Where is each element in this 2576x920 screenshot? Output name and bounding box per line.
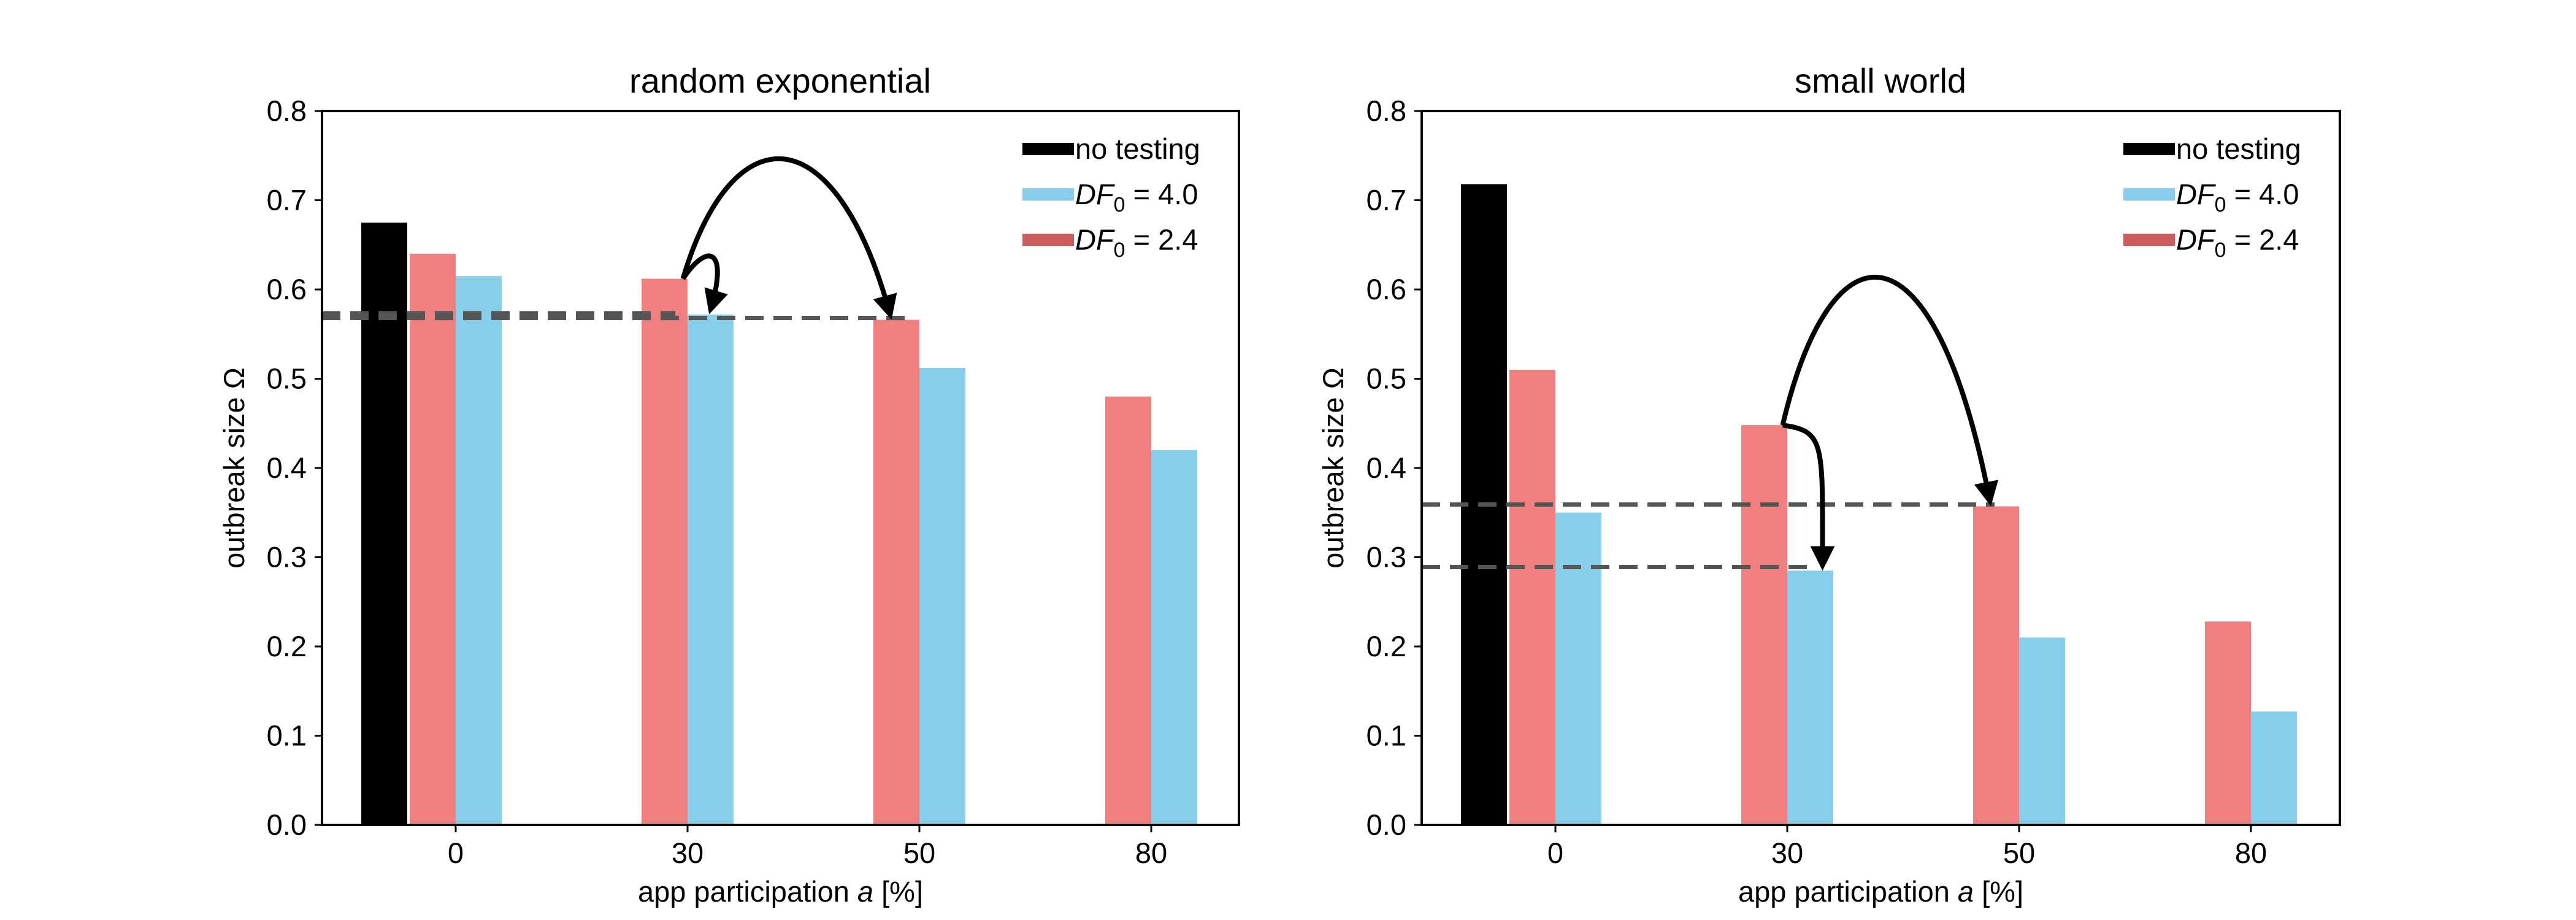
bar-df0-2-4-30 (1741, 425, 1787, 825)
legend-label-df0-2-4: DF0 = 2.4 (1075, 223, 1198, 262)
bar-df0-2-4-0 (410, 253, 456, 825)
chart-title: random exponential (629, 61, 931, 100)
arrow-2 (680, 156, 897, 320)
y-tick-label: 0.5 (267, 362, 307, 395)
y-tick-label: 0.8 (1367, 94, 1406, 127)
y-tick-label: 0.8 (267, 94, 307, 127)
legend-label-df0-2-4: DF0 = 2.4 (2176, 223, 2299, 262)
y-tick-label: 0.7 (1367, 184, 1406, 217)
y-tick-label: 0.4 (267, 451, 307, 484)
y-tick-label: 0.0 (267, 808, 307, 841)
arrow-2 (1780, 274, 1999, 507)
y-tick-label: 0.2 (1367, 630, 1406, 662)
bar-df0-4-0-0 (1555, 512, 1601, 825)
bar-df0-4-0-30 (688, 314, 734, 825)
y-tick-label: 0.6 (1367, 273, 1406, 305)
chart-panel-1: 0.0 0.1 0.2 0.3 0.4 0.5 0.6 0.7 0.8 0 30 50 80 random… (218, 61, 1240, 908)
legend-label-no-testing: no testing (1075, 132, 1200, 165)
y-tick-label: 0.1 (1367, 719, 1406, 752)
x-tick-label: 80 (1135, 837, 1167, 869)
x-axis-label: app participation a [%] (638, 875, 923, 908)
y-tick-label: 0.2 (267, 630, 307, 662)
arrow-1 (1782, 423, 1835, 571)
y-tick-label: 0.4 (1367, 451, 1406, 484)
chart-panel-2: 0.0 0.1 0.2 0.3 0.4 0.5 0.6 0.7 0.8 0 30 50 80 small … (1317, 61, 2341, 908)
arrow-1 (681, 253, 728, 315)
y-axis-label: outbreak size Ω (218, 367, 250, 569)
bar-no-testing-0 (361, 222, 407, 825)
bar-df0-4-0-50 (919, 368, 965, 825)
legend-label-df0-4-0: DF0 = 4.0 (1075, 178, 1198, 217)
chart-title: small world (1795, 61, 1966, 100)
bar-df0-2-4-50 (873, 320, 919, 825)
legend-label-no-testing: no testing (2176, 132, 2301, 165)
y-tick-label: 0.1 (267, 719, 307, 752)
bar-df0-2-4-30 (642, 278, 688, 825)
legend: no testing DF0 = 4.0 DF0 = 2.4 (2123, 132, 2301, 262)
bar-df0-2-4-80 (2205, 621, 2251, 825)
y-tick-label: 0.6 (267, 273, 307, 305)
y-axis-label: outbreak size Ω (1317, 367, 1349, 569)
x-tick-label: 30 (672, 837, 703, 869)
x-tick-label: 80 (2235, 837, 2267, 869)
y-tick-label: 0.0 (1367, 808, 1406, 841)
legend-label-df0-4-0: DF0 = 4.0 (2176, 178, 2299, 217)
x-axis-label: app participation a [%] (1738, 875, 2023, 908)
bar-df0-2-4-80 (1105, 396, 1151, 825)
y-tick-label: 0.7 (267, 184, 307, 217)
y-tick-label: 0.3 (267, 541, 307, 573)
y-tick-label: 0.3 (1367, 541, 1406, 573)
legend: no testing DF0 = 4.0 DF0 = 2.4 (1022, 132, 1200, 262)
bar-df0-4-0-0 (456, 276, 502, 825)
x-tick-label: 0 (448, 837, 464, 869)
bar-df0-4-0-80 (1151, 450, 1197, 825)
bar-df0-2-4-50 (1973, 506, 2019, 825)
bar-df0-2-4-0 (1509, 369, 1555, 825)
x-tick-label: 0 (1547, 837, 1563, 869)
x-tick-label: 50 (2003, 837, 2035, 869)
bar-df0-4-0-50 (2019, 637, 2065, 825)
y-tick-label: 0.5 (1367, 362, 1406, 395)
x-tick-label: 30 (1771, 837, 1803, 869)
bar-df0-4-0-80 (2251, 711, 2297, 825)
bar-df0-4-0-30 (1787, 570, 1833, 825)
x-tick-label: 50 (903, 837, 935, 869)
